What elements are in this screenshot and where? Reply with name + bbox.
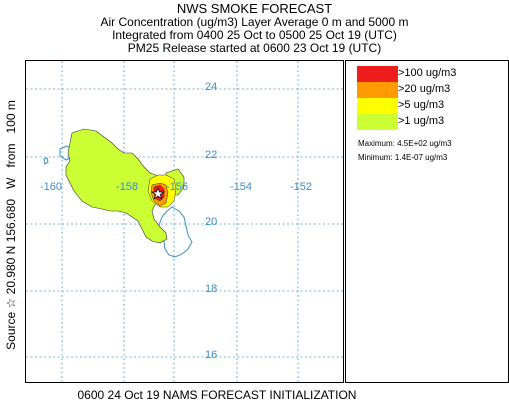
source-prefix: Source [4,311,18,350]
lat-label-24: 24 [205,81,218,93]
source-star-icon: ☆ [4,297,18,309]
source-lat-hemi: N [4,245,18,255]
legend-label-1: >1 ug/m3 [398,115,445,127]
source-location-label: Source ☆ 20.980 N 156.680 W from 100 m [4,60,20,390]
lon-label-152: -152 [290,181,313,193]
lon-label-160: -160 [40,181,63,193]
map-panel: 24 22 20 18 16 -160 -158 -156 -154 -152 [25,60,344,383]
source-star-icon [151,186,165,200]
lon-label-156: -156 [166,181,189,193]
source-lat: 20.980 [4,257,18,295]
legend-label-20: >20 ug/m3 [398,83,451,95]
legend-panel: >100 ug/m3 >20 ug/m3 >5 ug/m3 >1 ug/m3 M… [345,60,509,383]
plume-gt1 [65,128,173,244]
lat-label-16: 16 [205,349,218,361]
lon-label-154: -154 [230,181,253,193]
lon-label-158: -158 [116,181,139,193]
page-title: NWS SMOKE FORECAST [176,1,333,16]
legend-minimum: Minimum: 1.4E-07 ug/m3 [358,153,448,162]
source-height: 100 m [4,100,18,134]
subtitle-concentration: Air Concentration (ug/m3) Layer Average … [100,15,409,29]
legend-swatch-20 [357,82,398,98]
source-marker [151,186,165,200]
legend-swatch-1 [357,114,398,130]
lat-label-18: 18 [205,283,218,295]
legend-swatch-100 [357,66,398,82]
legend-maximum: Maximum: 4.5E+02 ug/m3 [358,139,452,148]
lat-label-22: 22 [205,149,218,161]
legend-label-5: >5 ug/m3 [398,99,445,111]
map-canvas [26,61,343,382]
legend-label-100: >100 ug/m3 [398,67,457,79]
footer-initialization: 0600 24 Oct 19 NAMS FORECAST INITIALIZAT… [77,388,357,402]
lat-label-20: 20 [205,216,218,228]
source-lon: 156.680 [4,198,18,243]
source-lon-hemi: W [4,177,18,189]
subtitle-integration: Integrated from 0400 25 Oct to 0500 25 O… [112,28,397,42]
legend-swatch-5 [357,98,398,114]
coast-niihau [43,157,49,165]
source-from-word: from [4,143,18,168]
coast-hawaii-big-island [158,206,193,258]
subtitle-release: PM25 Release started at 0600 23 Oct 19 (… [127,41,382,55]
